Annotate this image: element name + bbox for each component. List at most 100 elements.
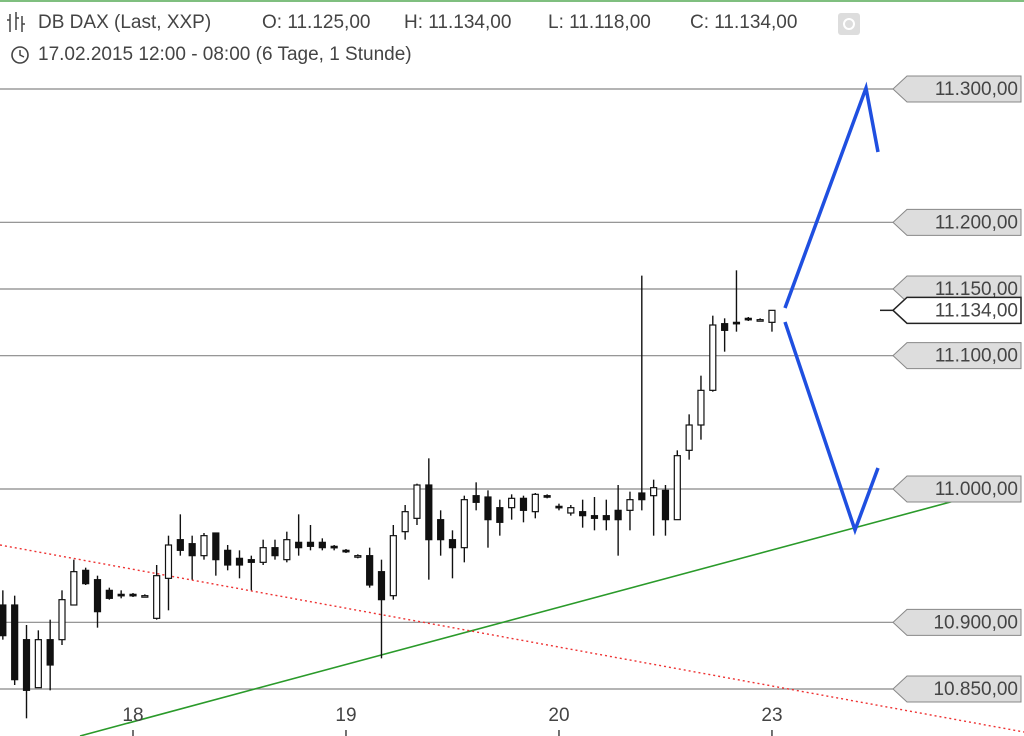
x-tick-label: 18	[122, 705, 143, 726]
candle-body	[756, 319, 764, 322]
candle-body	[590, 515, 599, 519]
price-label-box	[892, 608, 1022, 636]
candles	[0, 270, 776, 719]
candle-body	[732, 321, 741, 325]
candle-body	[744, 317, 752, 321]
last-price-label: 11.134,00	[935, 300, 1018, 321]
candle-body	[271, 547, 279, 557]
y-tick-label: 11.300,00	[935, 79, 1018, 100]
candle-body	[626, 499, 634, 511]
candle-body	[401, 511, 409, 533]
x-axis: 18 19 20 23	[122, 705, 783, 736]
candle-body	[685, 424, 693, 451]
candle-body	[224, 549, 232, 566]
close-field: C: 11.134,00	[690, 12, 797, 33]
price-label-box	[892, 208, 1022, 236]
candle-body	[555, 505, 563, 509]
candle-body	[519, 497, 528, 511]
candle-body	[306, 541, 315, 547]
candle-body	[342, 549, 350, 553]
candle-body	[153, 575, 161, 619]
y-tick-label: 11.000,00	[935, 479, 1018, 500]
candle-body	[673, 455, 681, 521]
candle-body	[531, 493, 539, 513]
candle-body	[484, 496, 492, 521]
candle-body	[11, 604, 19, 681]
candle-body	[330, 545, 338, 549]
candle-body	[661, 489, 670, 521]
candle-body	[70, 571, 78, 606]
candle-body	[472, 495, 480, 503]
price-label-box	[892, 342, 1022, 370]
candle-body	[768, 309, 776, 323]
candle-body	[496, 507, 504, 523]
candle-body	[425, 484, 433, 541]
open-field: O: 11.125,00	[262, 12, 370, 33]
y-tick-label: 10.900,00	[933, 612, 1018, 633]
candle-body	[448, 539, 457, 549]
candle-body	[22, 639, 31, 691]
y-tick-label: 11.150,00	[935, 279, 1018, 300]
clock-icon	[11, 46, 29, 64]
y-tick-label: 11.100,00	[935, 346, 1018, 367]
candle-body	[247, 559, 255, 563]
y-tick-label: 10.850,00	[933, 679, 1018, 700]
x-tick-label: 23	[761, 705, 782, 726]
price-label-box	[892, 475, 1022, 503]
trend-line-support	[79, 499, 959, 736]
candle-body	[567, 507, 575, 514]
x-tick-label: 20	[548, 705, 569, 726]
last-price-box	[891, 296, 1022, 325]
period: 17.02.2015 12:00 - 08:00 (6 Tage, 1 Stun…	[38, 44, 412, 65]
candle-body	[117, 593, 125, 597]
candle-body	[650, 487, 658, 497]
chart-icon	[7, 12, 25, 32]
candle-body	[46, 639, 54, 666]
candle-body	[0, 604, 7, 637]
candle-body	[200, 535, 208, 557]
candle-body	[413, 484, 421, 519]
candle-body	[354, 555, 362, 558]
candle-body	[34, 639, 42, 689]
candle-body	[614, 509, 622, 521]
candle-body	[709, 324, 717, 391]
trend-line-resistance	[0, 544, 1024, 733]
candle-body	[164, 544, 173, 579]
candle-body	[129, 593, 137, 597]
high-field: H: 11.134,00	[404, 12, 511, 33]
low-field: L: 11.118,00	[548, 12, 651, 33]
candle-body	[235, 557, 244, 566]
candle-body	[543, 495, 551, 498]
forecast-down	[783, 321, 880, 536]
candle-body	[460, 499, 468, 549]
candle-body	[508, 497, 516, 509]
candle-body	[638, 492, 646, 501]
candle-body	[141, 595, 149, 598]
candle-body	[58, 599, 66, 641]
candle-body	[318, 541, 326, 549]
candle-body	[437, 519, 445, 541]
candle-body	[366, 555, 374, 586]
price-label-box	[892, 675, 1022, 703]
candle-body	[283, 539, 291, 561]
candle-body	[93, 579, 102, 613]
header: DB DAX (Last, XXP) O: 11.125,00 H: 11.13…	[7, 12, 860, 65]
grid	[0, 88, 893, 690]
candle-body	[389, 535, 397, 597]
candle-body	[259, 547, 267, 563]
y-tick-label: 11.200,00	[935, 212, 1018, 233]
candle-body	[176, 539, 184, 551]
candle-body	[212, 532, 220, 561]
candle-body	[721, 323, 729, 331]
candle-body	[105, 589, 113, 599]
candle-body	[579, 511, 587, 517]
forecast-up	[783, 81, 880, 309]
candle-body	[697, 389, 705, 426]
candle-body	[295, 541, 303, 549]
candle-body	[188, 543, 196, 557]
price-label-box	[892, 75, 1022, 103]
instrument: DB DAX (Last, XXP)	[38, 12, 211, 33]
candle-body	[377, 571, 386, 601]
settings-icon[interactable]	[838, 13, 860, 35]
